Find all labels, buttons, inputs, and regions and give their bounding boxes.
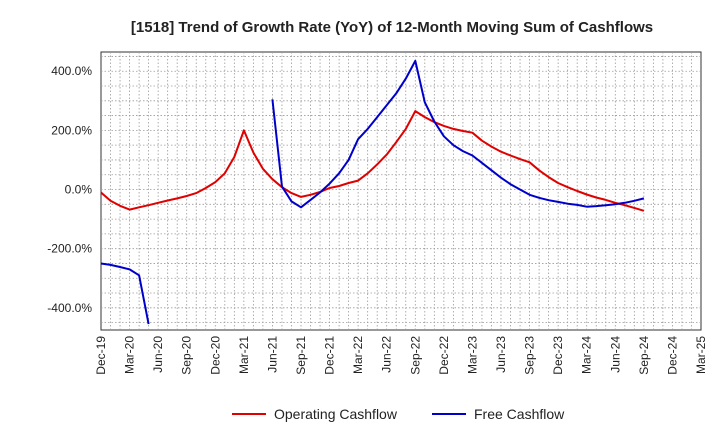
operating-cashflow-line <box>100 110 645 212</box>
x-tick-label: Mar-20 <box>123 336 137 374</box>
x-tick-label: Sep-21 <box>294 336 308 375</box>
x-tick-label: Dec-23 <box>551 336 565 375</box>
x-tick-label: Jun-21 <box>265 336 279 373</box>
x-tick-label: Mar-23 <box>465 336 479 374</box>
legend: Operating Cashflow Free Cashflow <box>232 406 565 422</box>
x-tick-label: Jun-22 <box>380 336 394 373</box>
y-tick-label: 200.0% <box>51 123 92 137</box>
x-tick-label: Dec-22 <box>437 336 451 375</box>
x-tick-label: Jun-23 <box>494 336 508 373</box>
x-tick-label: Dec-20 <box>208 336 222 375</box>
series-lines <box>100 59 645 325</box>
x-axis-ticks: Dec-19 Mar-20 Jun-20 Sep-20 Dec-20 Mar-21 Jun-… <box>94 336 708 375</box>
x-tick-label: Sep-23 <box>523 336 537 375</box>
y-tick-label: -200.0% <box>47 242 92 256</box>
x-tick-label: Jun-20 <box>151 336 165 373</box>
y-axis-ticks: 400.0% 200.0% 0.0% -200.0% -400.0% <box>47 64 92 315</box>
plot-area <box>100 51 702 331</box>
x-tick-label: Mar-25 <box>694 336 708 374</box>
x-tick-label: Sep-24 <box>637 336 651 375</box>
legend-label-operating-cashflow: Operating Cashflow <box>274 406 398 422</box>
x-tick-label: Dec-19 <box>94 336 108 375</box>
free-cashflow-line <box>100 262 150 325</box>
x-tick-label: Sep-22 <box>408 336 422 375</box>
grid-lines <box>101 52 701 330</box>
y-tick-label: 400.0% <box>51 64 92 78</box>
free-cashflow-line <box>271 59 645 209</box>
x-tick-label: Mar-24 <box>580 336 594 374</box>
y-tick-label: -400.0% <box>47 301 92 315</box>
x-tick-label: Dec-21 <box>323 336 337 375</box>
x-tick-label: Dec-24 <box>665 336 679 375</box>
y-tick-label: 0.0% <box>65 183 93 197</box>
x-tick-label: Mar-21 <box>237 336 251 374</box>
x-tick-label: Jun-24 <box>608 336 622 373</box>
chart-title: [1518] Trend of Growth Rate (YoY) of 12-… <box>131 19 653 36</box>
x-tick-label: Mar-22 <box>351 336 365 374</box>
legend-label-free-cashflow: Free Cashflow <box>474 406 565 422</box>
x-tick-label: Sep-20 <box>180 336 194 375</box>
